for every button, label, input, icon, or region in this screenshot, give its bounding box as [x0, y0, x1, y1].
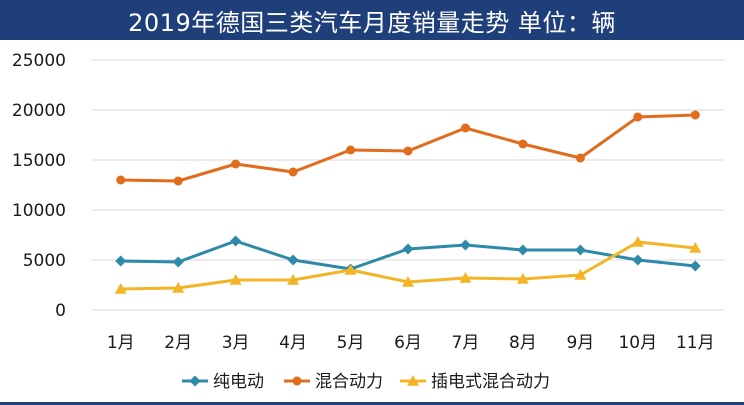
- legend-swatch-marker: [292, 376, 302, 386]
- legend: 纯电动 混合动力 插电式混合动力: [182, 372, 550, 392]
- series-2: [116, 110, 700, 186]
- data-point: [229, 274, 242, 285]
- x-tick-label: 4月: [279, 333, 307, 353]
- data-point: [346, 145, 356, 155]
- data-point: [574, 244, 586, 256]
- legend-swatch-marker: [407, 375, 419, 386]
- data-point: [460, 123, 470, 133]
- y-tick-label: 20000: [12, 101, 66, 121]
- data-point: [402, 276, 414, 287]
- data-point: [173, 176, 183, 186]
- data-point: [287, 274, 300, 285]
- data-point: [574, 269, 587, 280]
- data-point: [114, 283, 127, 294]
- x-tick-label: 8月: [509, 333, 537, 353]
- bottom-rule: [0, 402, 744, 405]
- legend-item: 插电式混合动力: [400, 372, 550, 392]
- legend-item: 混合动力: [284, 372, 383, 392]
- line-chart: 0 5000 10000 15000 20000 25000 1月 2月 3月 4月 5月 6月 7月…: [12, 51, 724, 392]
- x-axis-ticks: 1月 2月 3月 4月 5月 6月 7月 8月 9月 10月 11月: [107, 333, 715, 353]
- data-point: [517, 244, 529, 256]
- y-tick-label: 25000: [12, 51, 66, 71]
- data-point: [518, 139, 528, 149]
- data-point: [288, 167, 298, 177]
- y-tick-label: 0: [55, 301, 66, 321]
- data-point: [516, 273, 529, 284]
- data-point: [116, 175, 126, 185]
- data-point: [403, 146, 413, 156]
- data-point: [230, 235, 242, 247]
- x-tick-label: 3月: [222, 333, 250, 353]
- data-point: [459, 272, 472, 283]
- x-tick-label: 11月: [676, 333, 715, 353]
- x-tick-label: 7月: [452, 333, 480, 353]
- legend-label: 插电式混合动力: [431, 372, 550, 392]
- chart-title: 2019年德国三类汽车月度销量走势 单位：辆: [0, 0, 744, 40]
- data-point: [633, 112, 643, 122]
- x-tick-label: 2月: [164, 333, 192, 353]
- series-lines: [114, 110, 702, 294]
- y-tick-label: 15000: [12, 151, 66, 171]
- x-tick-label: 5月: [337, 333, 365, 353]
- x-tick-label: 10月: [618, 333, 657, 353]
- x-tick-label: 9月: [566, 333, 594, 353]
- series-3: [114, 236, 702, 294]
- data-point: [115, 255, 127, 267]
- legend-swatch-marker: [189, 375, 201, 387]
- legend-item: 纯电动: [182, 372, 264, 392]
- y-axis-ticks: 0 5000 10000 15000 20000 25000: [12, 51, 66, 321]
- data-point: [690, 110, 700, 120]
- x-tick-label: 1月: [107, 333, 135, 353]
- legend-label: 纯电动: [213, 372, 264, 392]
- data-point: [172, 256, 184, 268]
- data-point: [575, 153, 585, 163]
- data-point: [459, 239, 471, 251]
- legend-label: 混合动力: [315, 372, 383, 392]
- data-point: [402, 243, 414, 255]
- data-point: [689, 242, 702, 253]
- data-point: [689, 260, 701, 272]
- data-point: [632, 254, 644, 266]
- x-tick-label: 6月: [394, 333, 422, 353]
- grid-lines: [92, 59, 724, 311]
- data-point: [287, 254, 299, 266]
- data-point: [231, 159, 241, 169]
- y-tick-label: 5000: [23, 251, 66, 271]
- data-point: [344, 264, 357, 275]
- y-tick-label: 10000: [12, 201, 66, 221]
- data-point: [631, 236, 644, 247]
- data-point: [172, 282, 185, 293]
